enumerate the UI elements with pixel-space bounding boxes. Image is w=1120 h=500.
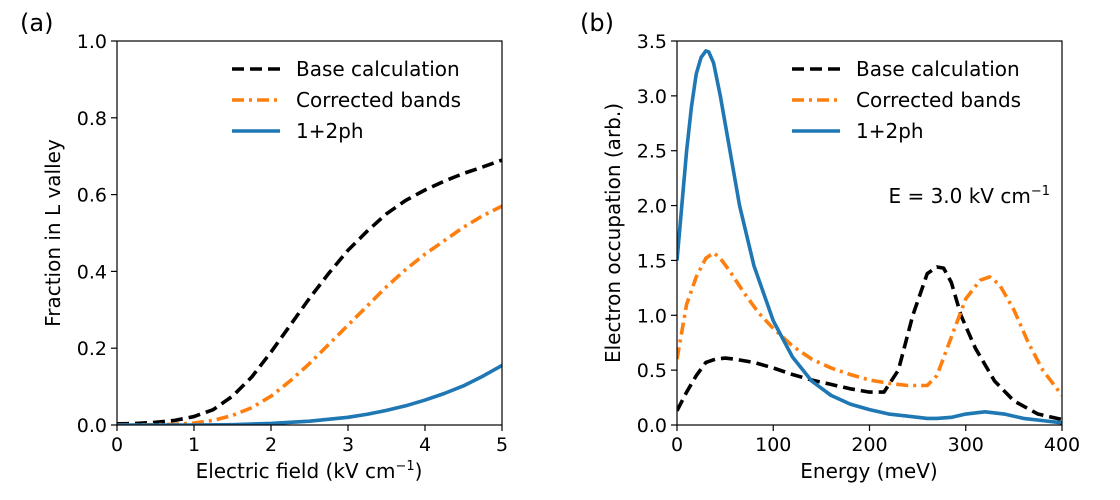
x-tick-label: 4: [419, 434, 431, 456]
series-line-base: [677, 265, 1062, 422]
y-axis-label: Fraction in L valley: [41, 139, 65, 327]
y-tick-label: 1.0: [77, 31, 107, 53]
legend-label: 1+2ph: [856, 119, 924, 143]
series-line-base: [117, 158, 502, 425]
legend-label: Base calculation: [856, 57, 1020, 81]
panel-label: (a): [20, 9, 53, 37]
y-tick-label: 1.0: [637, 305, 667, 327]
y-tick-label: 0.6: [77, 185, 107, 207]
legend-label: 1+2ph: [296, 119, 364, 143]
y-tick-label: 0.5: [637, 360, 667, 382]
series-line-twophonon: [677, 49, 1062, 425]
x-tick-label: 0: [671, 434, 683, 456]
y-tick-label: 0.4: [77, 261, 107, 283]
x-tick-label: 200: [851, 434, 887, 456]
y-tick-label: 2.0: [637, 196, 667, 218]
axes-frame: [116, 40, 503, 426]
field-annotation: E = 3.0 kV cm−1: [888, 184, 1050, 208]
series-line-corrected: [117, 204, 502, 425]
y-tick-label: 0.8: [77, 108, 107, 130]
x-tick-label: 300: [948, 434, 984, 456]
series-line-twophonon: [117, 363, 502, 425]
series-lines: [677, 49, 1062, 425]
x-tick-label: 2: [265, 434, 277, 456]
y-tick-label: 3.5: [637, 31, 667, 53]
series-line-corrected: [677, 250, 1062, 397]
x-tick-label: 5: [496, 434, 508, 456]
x-axis-label: Energy (meV): [800, 459, 937, 483]
legend-label: Corrected bands: [296, 88, 461, 112]
x-axis-label: Electric field (kV cm−1): [196, 459, 423, 483]
x-tick-label: 400: [1044, 434, 1080, 456]
chart-panel-b: (b) 0 100 200 300 400 0.0 0.5 1.0 1.5 2.0 2.5 3.0 3.5…: [580, 9, 1080, 483]
panel-label: (b): [580, 9, 614, 37]
series-lines: [117, 158, 502, 425]
legend-label: Corrected bands: [856, 88, 1021, 112]
y-tick-label: 2.5: [637, 141, 667, 163]
x-tick-label: 100: [755, 434, 791, 456]
chart-panel-a: (a) 0 1 2 3 4 5 0.0 0.2 0.4 0.6 0.8 1.0 Electric fiel…: [20, 9, 508, 483]
y-tick-label: 3.0: [637, 86, 667, 108]
x-tick-label: 3: [342, 434, 354, 456]
legend-label: Base calculation: [296, 57, 460, 81]
y-tick-label: 0.0: [77, 415, 107, 437]
x-tick-label: 0: [111, 434, 123, 456]
x-tick-label: 1: [188, 434, 200, 456]
legend: Base calculation Corrected bands 1+2ph: [232, 57, 461, 143]
y-tick-label: 1.5: [637, 250, 667, 272]
y-tick-label: 0.0: [637, 415, 667, 437]
legend: Base calculation Corrected bands 1+2ph: [792, 57, 1021, 143]
y-axis-label: Electron occupation (arb.): [601, 103, 625, 363]
y-tick-label: 0.2: [77, 338, 107, 360]
